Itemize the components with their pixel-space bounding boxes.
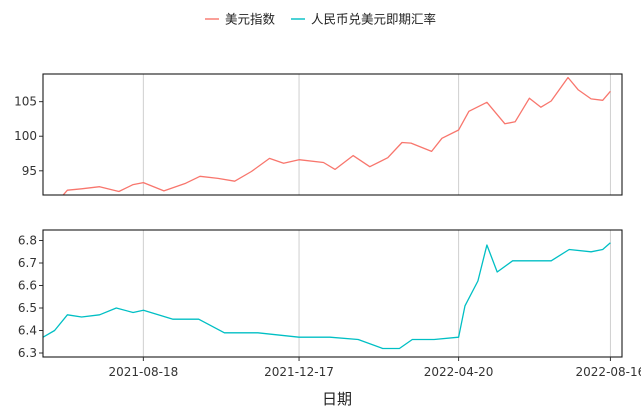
panel-cny-usd-rate: 6.3 6.4 6.5 6.6 6.7 6.8 (18, 229, 623, 360)
panel-frame (42, 73, 623, 196)
y-ticks: 6.3 6.4 6.5 6.6 6.7 6.8 (18, 234, 43, 360)
y-tick-label-0: 6.3 (18, 346, 37, 360)
series-layer (62, 76, 611, 195)
series-line-1 (43, 242, 611, 350)
plot-background (43, 74, 622, 195)
x-tick-label-1: 2021-12-17 (264, 365, 334, 379)
legend-label-0: 美元指数 (225, 12, 276, 27)
y-tick-label-5: 6.8 (18, 234, 37, 248)
x-axis-label: 日期 (322, 390, 352, 408)
y-tick-label-2: 105 (14, 95, 37, 109)
panel-usd-index: 95 100 105 (14, 73, 623, 196)
x-tick-label-3: 2022-08-16 (576, 365, 641, 379)
y-tick-label-1: 6.4 (18, 324, 37, 338)
legend: 美元指数 人民币兑美元即期汇率 (205, 12, 436, 27)
panel-frame (42, 229, 623, 358)
y-tick-label-2: 6.5 (18, 301, 37, 315)
x-ticks: 2021-08-18 2021-12-17 2022-04-20 2022-08-16 (108, 357, 641, 379)
x-tick-label-0: 2021-08-18 (108, 365, 178, 379)
plot-background (43, 230, 622, 357)
y-tick-label-3: 6.6 (18, 279, 37, 293)
series-line-0 (62, 76, 611, 195)
grid-lines (142, 230, 611, 357)
legend-label-1: 人民币兑美元即期汇率 (311, 12, 436, 27)
grid-lines (142, 74, 611, 195)
x-tick-label-2: 2022-04-20 (424, 365, 494, 379)
series-layer (43, 242, 611, 350)
y-tick-label-4: 6.7 (18, 256, 37, 270)
y-tick-label-1: 100 (14, 129, 37, 143)
y-tick-label-0: 95 (22, 164, 37, 178)
y-ticks: 95 100 105 (14, 95, 43, 178)
